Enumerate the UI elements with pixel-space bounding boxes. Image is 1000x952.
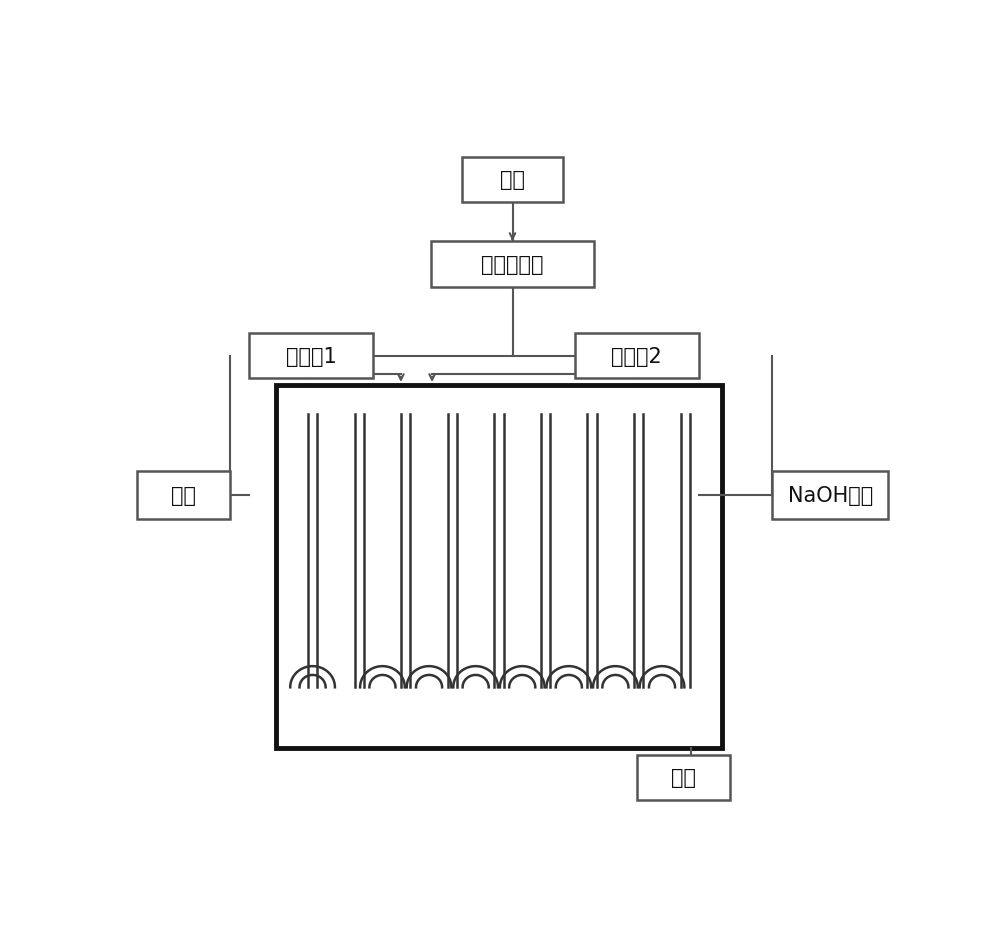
- Bar: [276, 386, 722, 748]
- Text: 柱塞泵2: 柱塞泵2: [611, 347, 662, 367]
- Text: 质量流量计: 质量流量计: [481, 254, 544, 274]
- Bar: [637, 755, 730, 801]
- Bar: [431, 242, 594, 288]
- Bar: [249, 333, 373, 379]
- Bar: [137, 471, 230, 519]
- Text: 柱塞泵1: 柱塞泵1: [286, 347, 336, 367]
- Bar: [772, 471, 888, 519]
- Text: 产物: 产物: [670, 767, 696, 787]
- Text: 糠醛: 糠醛: [171, 486, 196, 506]
- Bar: [574, 333, 698, 379]
- Text: NaOH溶液: NaOH溶液: [788, 486, 873, 506]
- Text: 空气: 空气: [500, 170, 525, 190]
- Bar: [462, 157, 563, 203]
